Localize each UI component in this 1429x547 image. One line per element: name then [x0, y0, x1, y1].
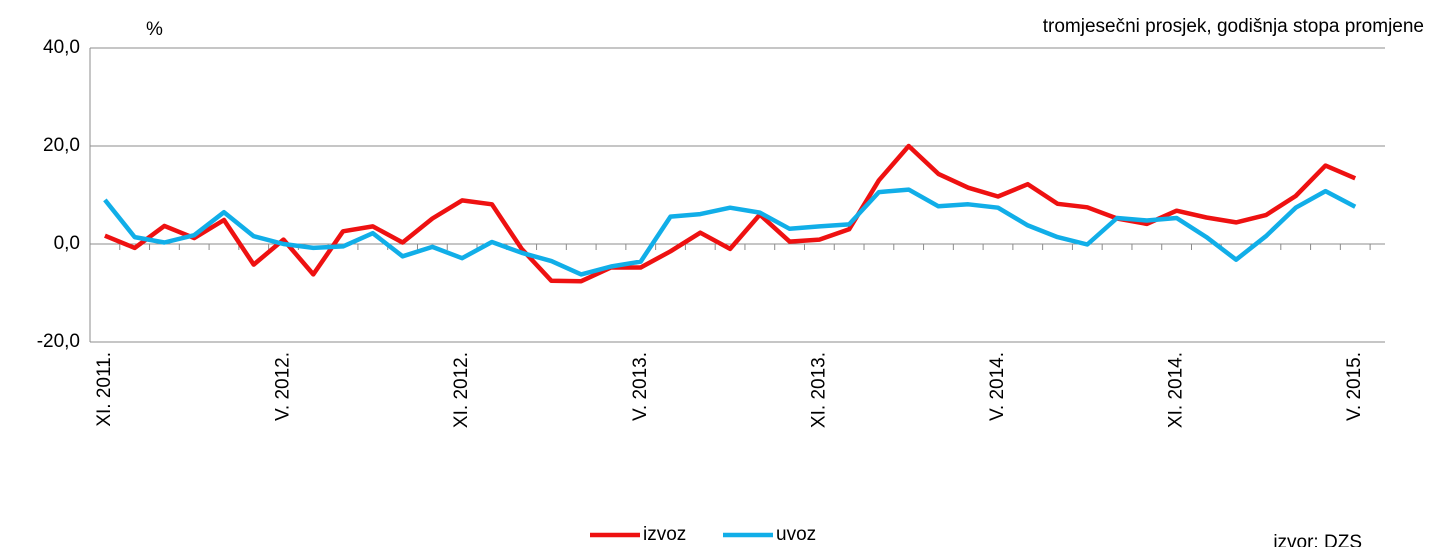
x-tick-label: XI. 2013.: [808, 352, 829, 428]
y-tick-label: 20,0: [43, 135, 80, 156]
legend-label: uvoz: [776, 524, 816, 545]
y-tick-label: 40,0: [43, 37, 80, 58]
line-series: [103, 187, 1357, 277]
x-tick-label: XI. 2012.: [451, 352, 472, 428]
source: izvor: DZS: [1273, 532, 1362, 547]
y-tick-label: -20,0: [37, 331, 80, 352]
line-series: [104, 143, 1357, 284]
subtitle: tromjesečni prosjek, godišnja stopa prom…: [1043, 16, 1424, 37]
x-tick-label: V. 2015.: [1344, 352, 1365, 421]
legend-label: izvoz: [643, 524, 686, 545]
x-tick-label: XI. 2011.: [94, 352, 115, 427]
x-tick-label: XI. 2014.: [1166, 352, 1187, 428]
x-tick-label: V. 2014.: [987, 352, 1008, 421]
x-tick-label: V. 2012.: [273, 352, 294, 421]
y-axis-label: %: [146, 19, 163, 40]
x-tick-label: V. 2013.: [630, 352, 651, 421]
y-tick-label: 0,0: [54, 233, 80, 254]
